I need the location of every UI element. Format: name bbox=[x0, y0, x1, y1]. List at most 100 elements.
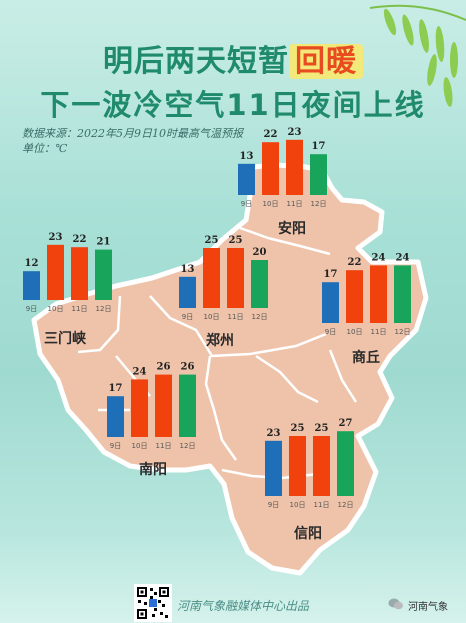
value-label: 20 bbox=[253, 247, 267, 258]
day-tick-label: 12日 bbox=[96, 305, 112, 313]
city-borders bbox=[77, 226, 358, 480]
bar-信阳-12日 bbox=[337, 431, 354, 496]
value-label: 13 bbox=[240, 151, 254, 162]
day-tick-label: 11日 bbox=[314, 501, 330, 509]
value-label: 13 bbox=[181, 264, 195, 275]
value-label: 22 bbox=[348, 257, 362, 268]
bar-信阳-10日 bbox=[289, 436, 306, 496]
city-name: 安阳 bbox=[278, 220, 306, 237]
bar-信阳-11日 bbox=[313, 436, 330, 496]
footer-credit: 河南气象融媒体中心出品 bbox=[177, 599, 310, 613]
bar-南阳-9日 bbox=[107, 396, 124, 437]
value-label: 21 bbox=[97, 237, 111, 248]
value-label: 17 bbox=[312, 141, 326, 152]
value-label: 25 bbox=[229, 235, 243, 246]
bar-商丘-12日 bbox=[394, 265, 411, 323]
qr-code[interactable] bbox=[134, 584, 172, 622]
city-name: 郑州 bbox=[206, 332, 234, 349]
bar-郑州-12日 bbox=[251, 260, 268, 308]
value-label: 12 bbox=[25, 258, 39, 269]
value-label: 25 bbox=[291, 423, 305, 434]
day-tick-label: 9日 bbox=[26, 305, 37, 313]
day-tick-label: 10日 bbox=[347, 328, 363, 336]
day-tick-label: 9日 bbox=[325, 328, 336, 336]
bar-安阳-10日 bbox=[262, 142, 279, 195]
bar-郑州-11日 bbox=[227, 248, 244, 308]
day-tick-label: 11日 bbox=[156, 442, 172, 450]
bar-三门峡-11日 bbox=[71, 247, 88, 300]
bar-商丘-10日 bbox=[346, 270, 363, 323]
bar-三门峡-10日 bbox=[47, 244, 64, 300]
bar-三门峡-12日 bbox=[95, 249, 112, 300]
wechat-icon bbox=[388, 598, 403, 610]
value-label: 27 bbox=[339, 418, 353, 429]
bar-商丘-11日 bbox=[370, 265, 387, 323]
bar-郑州-9日 bbox=[179, 276, 196, 308]
value-label: 22 bbox=[264, 129, 278, 140]
bar-商丘-9日 bbox=[322, 282, 339, 323]
day-tick-label: 12日 bbox=[252, 313, 268, 321]
day-tick-label: 11日 bbox=[371, 328, 387, 336]
day-tick-label: 9日 bbox=[268, 501, 279, 509]
bar-信阳-9日 bbox=[265, 440, 282, 496]
day-tick-label: 11日 bbox=[287, 200, 303, 208]
day-tick-label: 9日 bbox=[241, 200, 252, 208]
province-map bbox=[31, 162, 429, 576]
data-source-text: 数据来源：2022年5月9日10时最高气温预报 bbox=[22, 127, 243, 140]
day-tick-label: 9日 bbox=[110, 442, 121, 450]
day-tick-label: 9日 bbox=[182, 313, 193, 321]
day-tick-label: 12日 bbox=[395, 328, 411, 336]
value-label: 24 bbox=[372, 252, 386, 263]
day-tick-label: 11日 bbox=[72, 305, 88, 313]
value-label: 24 bbox=[133, 366, 147, 377]
page-subtitle: 下一波冷空气11日夜间上线 bbox=[40, 88, 426, 122]
value-label: 23 bbox=[267, 428, 281, 439]
willow-leaves-decoration bbox=[369, 4, 466, 107]
value-label: 22 bbox=[73, 234, 87, 245]
title-highlight: 回暖 bbox=[289, 44, 363, 79]
unit-text: 单位：℃ bbox=[22, 142, 68, 155]
day-tick-label: 12日 bbox=[338, 501, 354, 509]
value-label: 25 bbox=[315, 423, 329, 434]
bar-南阳-10日 bbox=[131, 379, 148, 437]
bar-三门峡-9日 bbox=[23, 271, 40, 300]
value-label: 23 bbox=[288, 127, 302, 138]
bar-南阳-11日 bbox=[155, 374, 172, 437]
bar-安阳-11日 bbox=[286, 139, 303, 195]
day-tick-label: 10日 bbox=[132, 442, 148, 450]
city-name: 商丘 bbox=[352, 349, 380, 366]
brand-name: 河南气象 bbox=[408, 602, 448, 613]
city-name: 南阳 bbox=[139, 461, 167, 478]
page-title: 明后两天短暂 回暖 bbox=[0, 36, 466, 80]
value-label: 24 bbox=[396, 252, 410, 263]
title-prefix: 明后两天短暂 bbox=[103, 44, 289, 79]
day-tick-label: 10日 bbox=[204, 313, 220, 321]
city-name: 信阳 bbox=[294, 525, 322, 542]
value-label: 17 bbox=[109, 383, 123, 394]
value-label: 23 bbox=[49, 232, 63, 243]
value-label: 17 bbox=[324, 269, 338, 280]
day-tick-label: 11日 bbox=[228, 313, 244, 321]
bar-安阳-12日 bbox=[310, 154, 327, 195]
day-tick-label: 10日 bbox=[48, 305, 64, 313]
bar-郑州-10日 bbox=[203, 248, 220, 308]
value-label: 25 bbox=[205, 235, 219, 246]
value-label: 26 bbox=[157, 362, 171, 373]
bar-南阳-12日 bbox=[179, 374, 196, 437]
day-tick-label: 12日 bbox=[311, 200, 327, 208]
bar-安阳-9日 bbox=[238, 163, 255, 195]
source-note: 数据来源：2022年5月9日10时最高气温预报 单位：℃ bbox=[22, 126, 243, 156]
day-tick-label: 10日 bbox=[263, 200, 279, 208]
day-tick-label: 10日 bbox=[290, 501, 306, 509]
value-label: 26 bbox=[181, 362, 195, 373]
day-tick-label: 12日 bbox=[180, 442, 196, 450]
city-name: 三门峡 bbox=[44, 330, 87, 347]
